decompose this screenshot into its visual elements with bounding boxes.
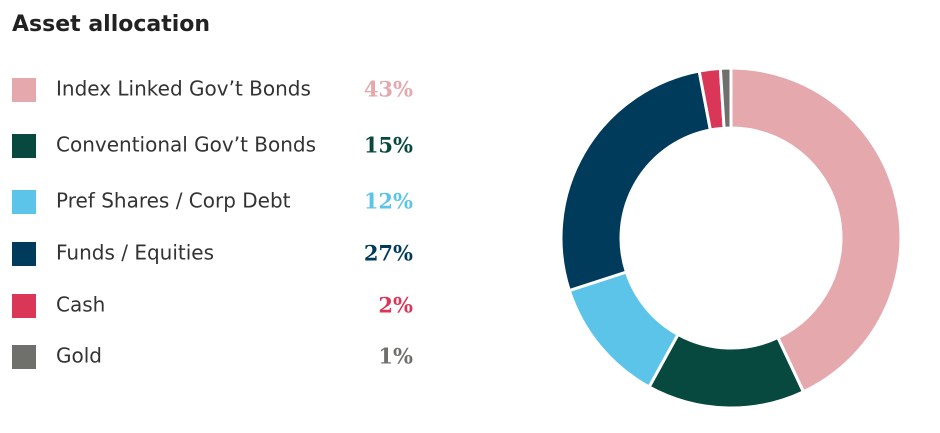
donut-segment xyxy=(718,66,733,130)
value-label: 2% xyxy=(378,293,413,318)
legend-swatch xyxy=(12,294,36,318)
donut-segment xyxy=(559,69,713,293)
legend-label: Cash xyxy=(56,293,105,317)
legend-swatch xyxy=(12,242,36,266)
legend-swatch xyxy=(12,134,36,158)
legend-label: Index Linked Gov’t Bonds xyxy=(56,77,311,101)
legend-swatch xyxy=(12,190,36,214)
chart-title: Asset allocation xyxy=(12,12,210,37)
value-label: 43% xyxy=(364,77,413,102)
value-label: 1% xyxy=(378,344,413,369)
legend-label: Conventional Gov’t Bonds xyxy=(56,133,316,157)
legend-swatch xyxy=(12,78,36,102)
value-label: 27% xyxy=(364,241,413,266)
donut-segment xyxy=(729,66,903,394)
legend-label: Pref Shares / Corp Debt xyxy=(56,189,291,213)
value-label: 15% xyxy=(364,133,413,158)
legend-label: Funds / Equities xyxy=(56,241,214,265)
value-label: 12% xyxy=(364,189,413,214)
legend-swatch xyxy=(12,345,36,369)
legend-label: Gold xyxy=(56,344,102,368)
